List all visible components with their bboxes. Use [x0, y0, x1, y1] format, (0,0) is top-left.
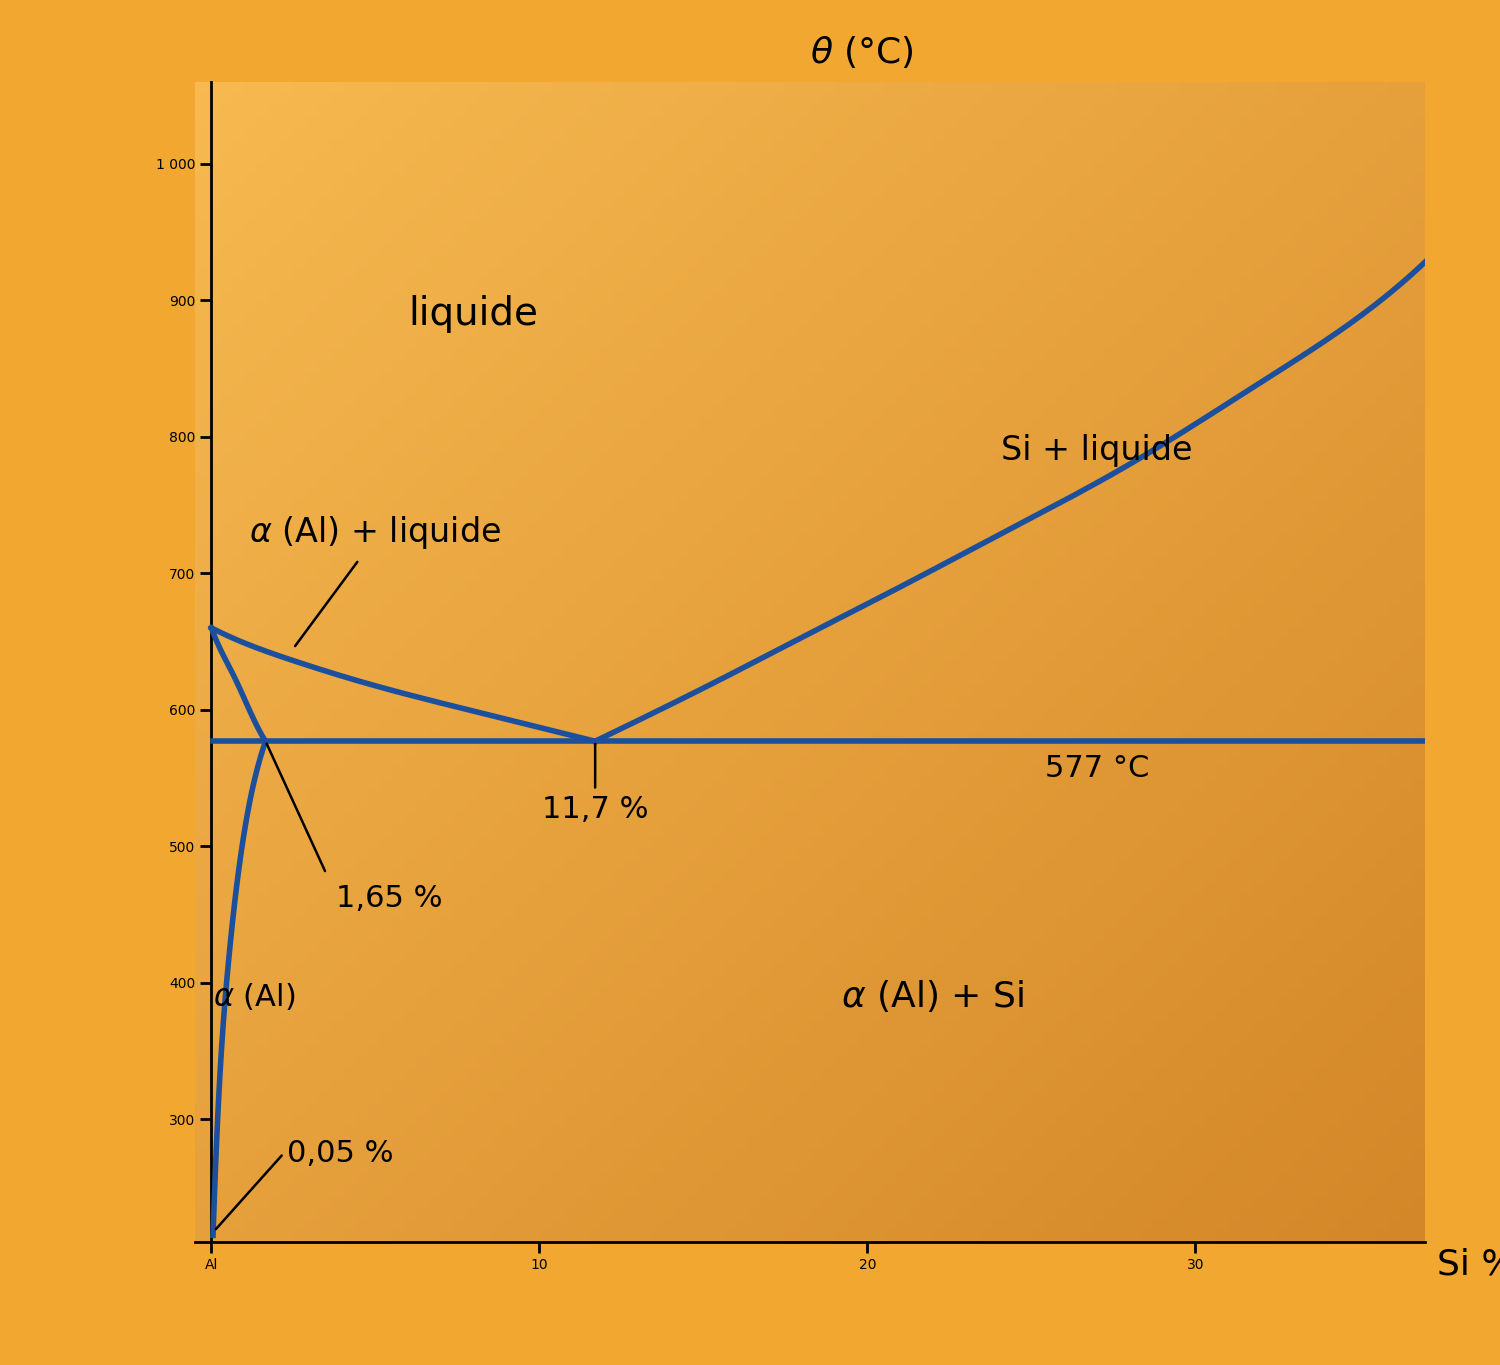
Text: 1,65 %: 1,65 % — [336, 883, 442, 913]
Text: 0,05 %: 0,05 % — [286, 1138, 393, 1168]
Text: 577 °C: 577 °C — [1046, 753, 1149, 784]
Text: Si + liquide: Si + liquide — [1002, 434, 1192, 467]
Text: Si %: Si % — [1437, 1248, 1500, 1282]
Text: $\alpha$ (Al) + Si: $\alpha$ (Al) + Si — [842, 979, 1024, 1014]
Text: liquide: liquide — [410, 295, 538, 333]
Text: $\alpha$ (Al): $\alpha$ (Al) — [213, 981, 296, 1011]
Text: $\alpha$ (Al) + liquide: $\alpha$ (Al) + liquide — [249, 513, 501, 551]
Text: 11,7 %: 11,7 % — [542, 794, 648, 824]
Text: $\theta$ (°C): $\theta$ (°C) — [810, 34, 913, 71]
